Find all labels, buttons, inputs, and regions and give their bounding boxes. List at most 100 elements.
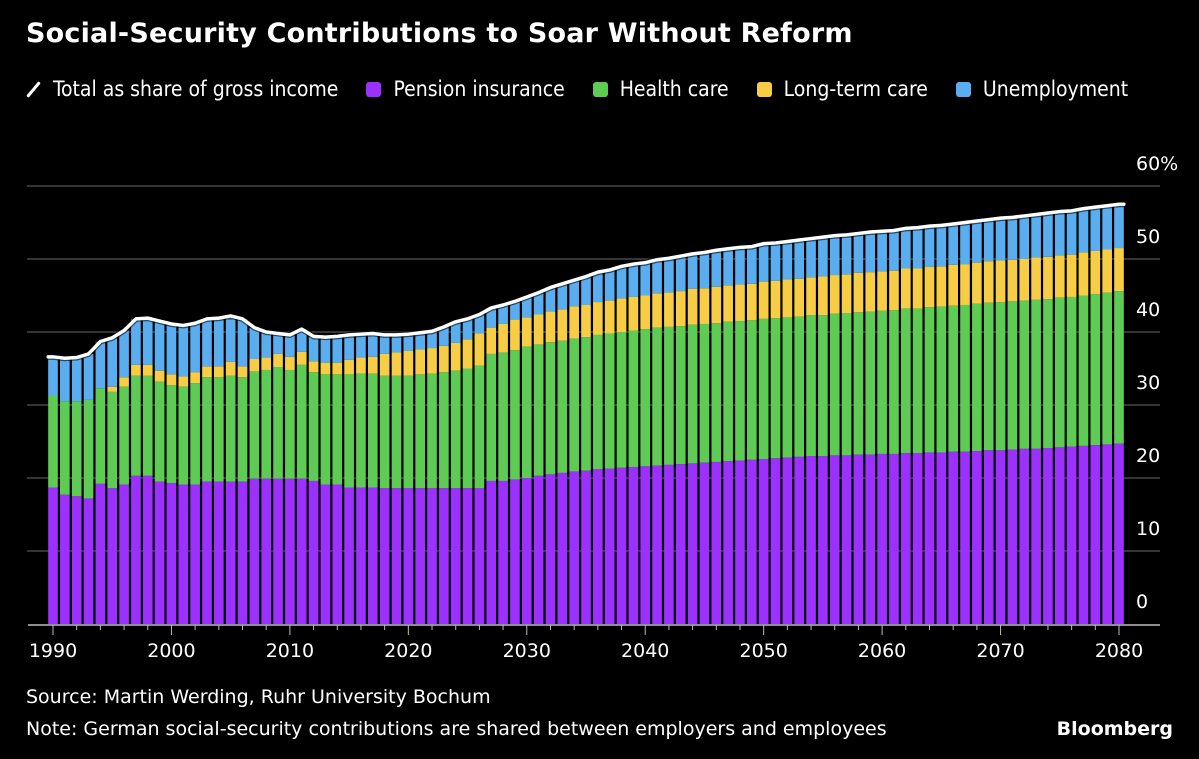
bar-segment [758,281,769,319]
bar-segment [367,487,378,624]
bar-segment [960,304,970,452]
bar-segment [521,296,532,318]
bar-segment [439,326,449,346]
bar-segment [308,361,319,373]
bar-segment [581,276,591,305]
bar-segment [1102,292,1112,445]
bar-segment [889,270,899,311]
legend: Total as share of gross income Pension i… [26,74,1176,106]
bar-segment [770,242,781,281]
bar-segment [782,279,793,318]
bar-segment [166,374,177,386]
bar-segment [735,284,745,322]
bar-segment [427,488,437,624]
bar-segment [415,349,425,375]
legend-item-long-term-care: Long-term care [756,74,928,105]
bar-segment [462,318,473,340]
bar-segment [640,295,651,330]
bar-segment [332,374,343,485]
bar-segment [202,366,212,378]
bar-segment [107,386,118,392]
bar-segment [462,368,473,489]
bar-segment [320,484,331,624]
bar-segment [379,488,390,624]
bar-segment [1114,204,1124,249]
bar-segment [320,362,331,375]
bar-segment [889,310,899,454]
bar-segment [652,293,662,328]
bar-segment [178,376,189,387]
x-tick-label: 2040 [621,640,669,662]
bar-segment [474,488,485,624]
bar-segment [320,374,331,485]
bar-segment [687,324,698,464]
bar-segment [225,361,236,376]
bar-segment [853,454,864,624]
bar-segment [415,332,425,350]
bar-segment [1078,295,1089,446]
bar-segment [486,353,497,481]
bar-segment [332,336,343,363]
bar-segment [450,488,461,624]
bar-segment [462,339,473,369]
bar-segment [889,230,899,271]
y-tick-label: 30 [1136,372,1160,394]
bar-segment [367,356,378,374]
bar-segment [296,351,307,365]
bar-segment [628,296,639,331]
bar-segment [403,350,414,376]
bar-segment [581,337,591,471]
bar-segment [285,334,295,357]
bar-segment [320,337,331,363]
bar-segment [1090,207,1101,251]
bar-segment [699,252,710,289]
bar-segment [521,478,532,624]
bar-segment [166,483,177,624]
y-tick-label: 0 [1136,591,1148,613]
bar-segment [664,292,674,327]
bar-segment [190,484,200,624]
bar-segment [675,326,686,465]
bar-segment [142,318,153,365]
bars [48,204,1124,624]
bar-segment [521,317,532,347]
swatch-icon [756,82,772,97]
bar-segment [166,385,177,484]
bar-segment [308,480,319,624]
bar-segment [1007,259,1018,302]
bar-segment [723,461,733,624]
y-tick-label: 10 [1136,518,1160,540]
bar-segment [474,333,485,366]
bar-segment [131,364,141,376]
bar-segment [841,313,852,456]
bar-segment [865,272,876,312]
bar-segment [723,248,733,286]
bar-segment [806,238,816,278]
bar-segment [261,332,272,358]
bar-segment [344,334,354,360]
bar-segment [995,260,1006,303]
bar-segment [1102,249,1112,293]
bar-segment [510,350,520,480]
bar-segment [593,302,603,335]
bar-segment [1043,256,1053,300]
bar-segment [261,478,272,624]
bar-segment [1066,210,1077,255]
bar-segment [119,377,129,387]
bar-segment [616,467,627,624]
bar-segment [604,468,615,624]
bar-segment [545,474,556,624]
bar-segment [770,280,781,319]
bar-segment [841,234,852,275]
bar-segment [687,463,698,624]
bar-segment [202,377,212,482]
bar-segment [1066,296,1077,447]
bar-segment [948,264,958,306]
bar-segment [237,318,248,367]
bar-segment [131,375,141,476]
bar-segment [900,453,911,624]
bar-segment [652,259,662,294]
bar-segment [1078,208,1089,253]
bar-segment [794,316,805,457]
bar-segment [829,455,840,624]
